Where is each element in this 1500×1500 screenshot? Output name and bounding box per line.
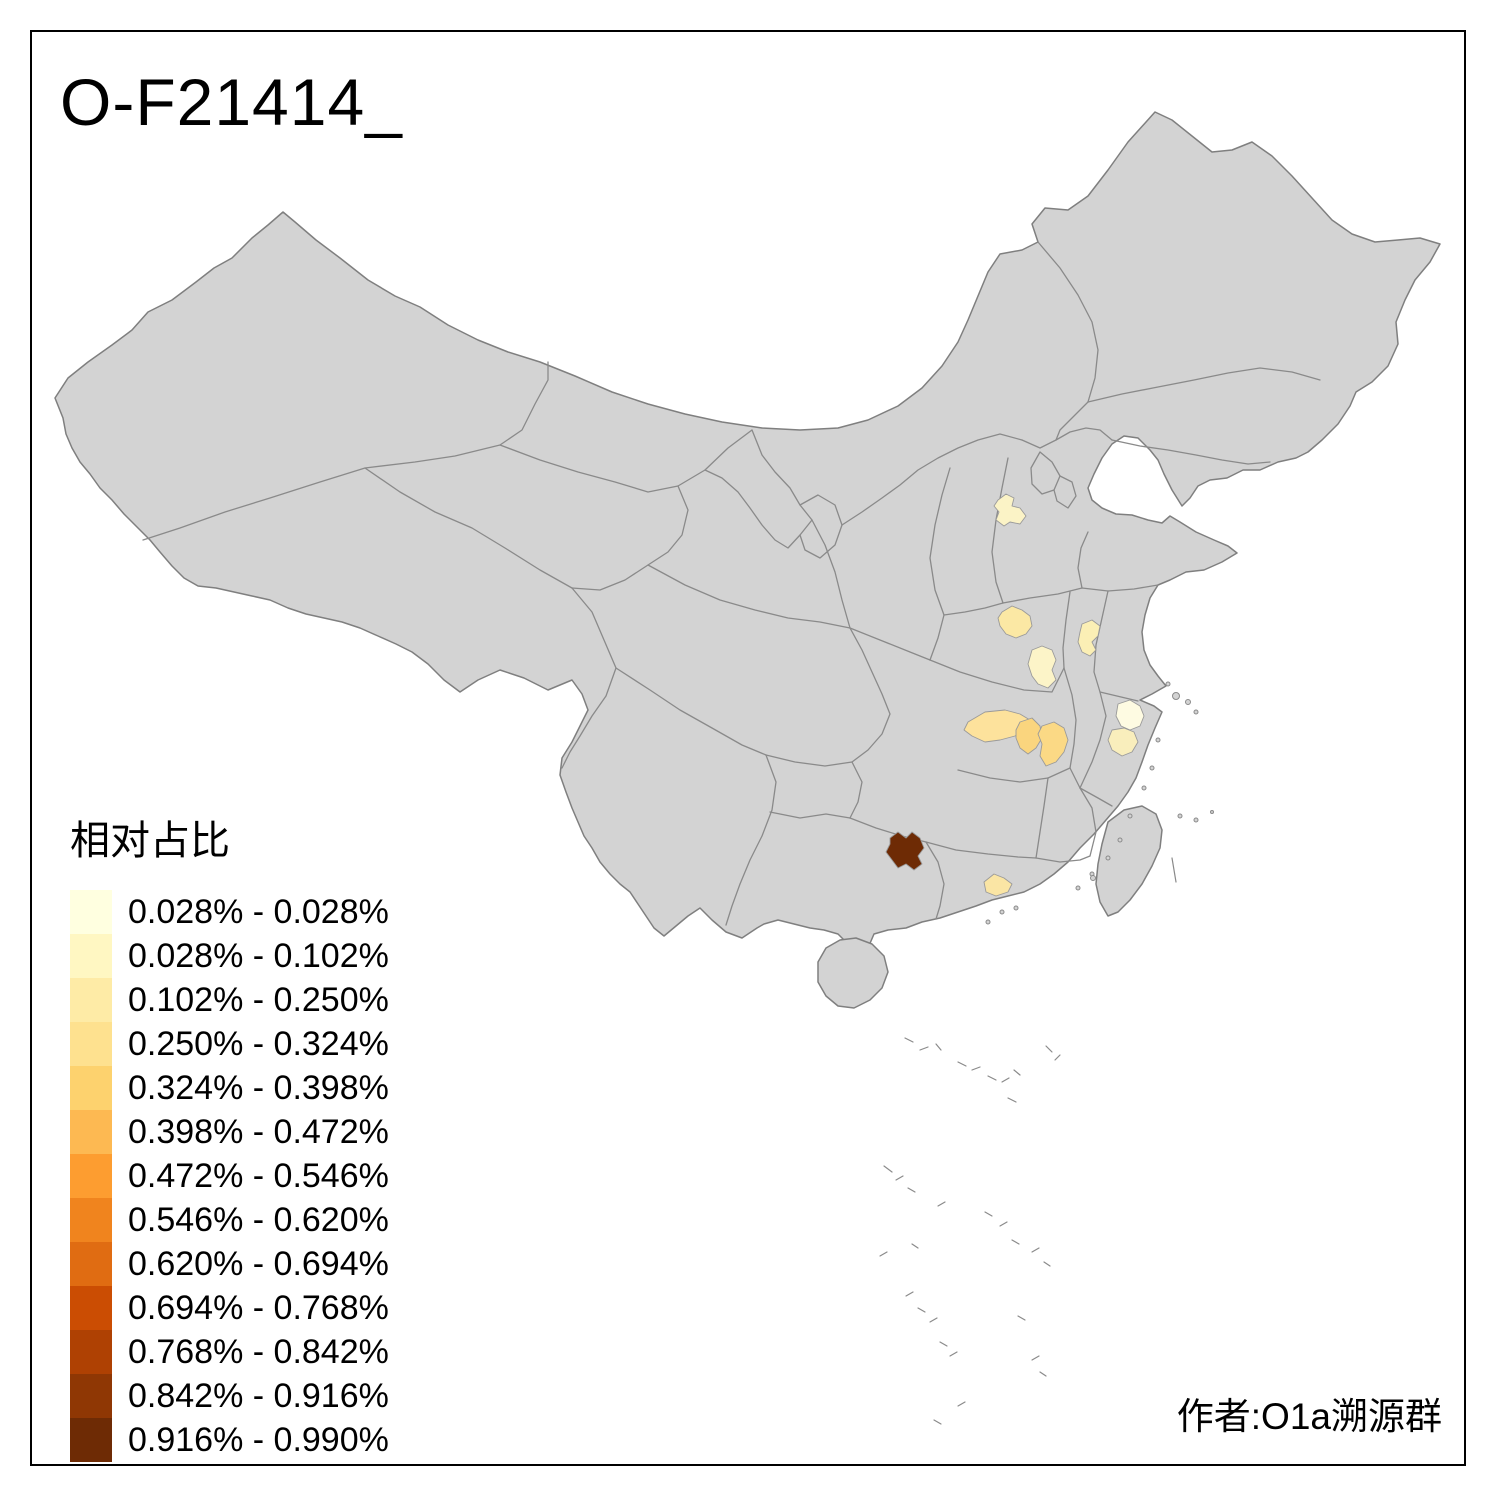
legend-entry-label: 0.916% - 0.990%: [128, 1420, 389, 1459]
region-hebei-central-west: [993, 493, 1027, 527]
legend: 相对占比 0.028% - 0.028% 0.028% - 0.102% 0.102…: [70, 808, 389, 1462]
legend-entry: 0.768% - 0.842%: [70, 1330, 389, 1374]
legend-swatch: [70, 1066, 112, 1110]
legend-entry: 0.250% - 0.324%: [70, 1022, 389, 1066]
legend-swatch: [70, 1022, 112, 1066]
legend-entry-label: 0.694% - 0.768%: [128, 1288, 389, 1327]
region-zhejiang-north: [1115, 699, 1145, 731]
legend-entry: 0.028% - 0.102%: [70, 934, 389, 978]
legend-entry-label: 0.398% - 0.472%: [128, 1112, 389, 1151]
legend-swatch: [70, 890, 112, 934]
legend-entry-label: 0.028% - 0.102%: [128, 936, 389, 975]
legend-entry-label: 0.768% - 0.842%: [128, 1332, 389, 1371]
legend-entry: 0.916% - 0.990%: [70, 1418, 389, 1462]
hainan-island-shape: [817, 937, 889, 1009]
legend-swatch: [70, 1198, 112, 1242]
legend-swatch: [70, 1242, 112, 1286]
legend-entry: 0.842% - 0.916%: [70, 1374, 389, 1418]
region-zhejiang-central: [1107, 727, 1139, 757]
legend-swatch: [70, 978, 112, 1022]
legend-entry-label: 0.620% - 0.694%: [128, 1244, 389, 1283]
attribution: 作者:O1a溯源群: [1176, 1396, 1442, 1437]
legend-entry: 0.324% - 0.398%: [70, 1066, 389, 1110]
page-title: O-F21414_: [60, 65, 403, 139]
region-henan-north: [997, 605, 1033, 639]
legend-entries: 0.028% - 0.028% 0.028% - 0.102% 0.102% - 0…: [70, 890, 389, 1462]
legend-entry-label: 0.250% - 0.324%: [128, 1024, 389, 1063]
legend-swatch: [70, 1286, 112, 1330]
legend-entry: 0.472% - 0.546%: [70, 1154, 389, 1198]
legend-entry-label: 0.028% - 0.028%: [128, 892, 389, 931]
region-anhui-north: [1077, 619, 1101, 657]
legend-entry: 0.546% - 0.620%: [70, 1198, 389, 1242]
legend-entry-label: 0.102% - 0.250%: [128, 980, 389, 1019]
legend-swatch: [70, 934, 112, 978]
legend-swatch: [70, 1154, 112, 1198]
legend-entry: 0.398% - 0.472%: [70, 1110, 389, 1154]
province-borders: [142, 241, 1321, 926]
legend-entry: 0.620% - 0.694%: [70, 1242, 389, 1286]
region-guangdong-east: [983, 873, 1013, 897]
taiwan-island-shape: [1095, 805, 1163, 917]
legend-entry: 0.102% - 0.250%: [70, 978, 389, 1022]
legend-entry-label: 0.472% - 0.546%: [128, 1156, 389, 1195]
legend-title: 相对占比: [70, 819, 230, 863]
legend-swatch: [70, 1374, 112, 1418]
region-guangxi-northeast: [885, 831, 925, 871]
legend-swatch: [70, 1418, 112, 1462]
region-hubei-east: [1037, 721, 1069, 767]
region-henan-central: [1027, 645, 1057, 689]
highlighted-regions: [885, 493, 1145, 897]
legend-entry-label: 0.324% - 0.398%: [128, 1068, 389, 1107]
legend-swatch: [70, 1330, 112, 1374]
legend-entry: 0.694% - 0.768%: [70, 1286, 389, 1330]
legend-entry-label: 0.546% - 0.620%: [128, 1200, 389, 1239]
south-china-sea-islets: [879, 1037, 1061, 1425]
islands: [817, 681, 1214, 1009]
region-hubei-central: [1015, 717, 1043, 755]
legend-swatch: [70, 1110, 112, 1154]
legend-entry: 0.028% - 0.028%: [70, 890, 389, 934]
legend-entry-label: 0.842% - 0.916%: [128, 1376, 389, 1415]
